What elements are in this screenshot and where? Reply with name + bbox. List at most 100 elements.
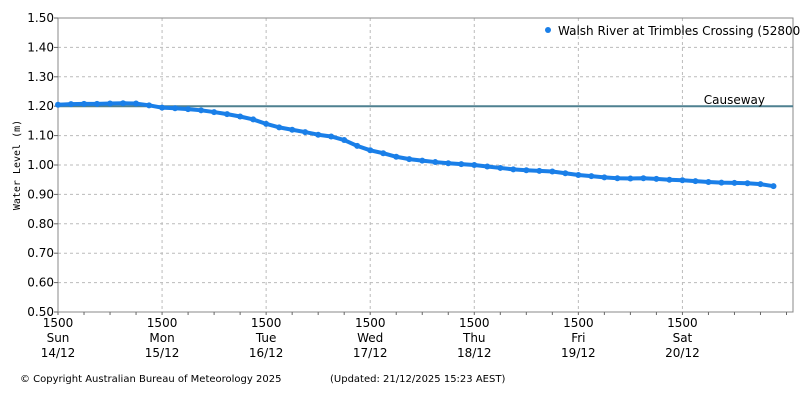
data-point <box>211 109 218 116</box>
data-point <box>185 106 192 113</box>
x-tick-label: Sun <box>47 331 70 345</box>
data-point <box>458 161 465 168</box>
data-point <box>419 157 426 164</box>
data-point <box>406 156 413 163</box>
x-tick-label: Thu <box>462 331 486 345</box>
data-point <box>263 120 270 127</box>
data-point <box>328 133 335 140</box>
x-tick-label: 18/12 <box>457 346 492 360</box>
y-axis: 0.50 0.60 0.70 0.80 0.90 1.00 1.10 1.20 1.30 1.40… <box>27 11 58 319</box>
data-point <box>55 101 61 108</box>
data-point <box>159 104 166 111</box>
data-point <box>614 175 621 182</box>
x-tick-label: 17/12 <box>353 346 388 360</box>
data-point <box>120 100 127 107</box>
x-tick-label: 15/12 <box>145 346 180 360</box>
y-tick-label: 1.50 <box>27 11 54 25</box>
x-tick-label: Sat <box>673 331 693 345</box>
data-point <box>354 142 361 149</box>
data-point <box>627 175 634 182</box>
x-tick-label: 1500 <box>251 316 282 330</box>
data-point <box>484 163 491 170</box>
data-point <box>367 147 374 154</box>
x-tick-label: Fri <box>571 331 585 345</box>
copyright: © Copyright Australian Bureau of Meteoro… <box>20 374 282 385</box>
reference-lines: Causeway <box>58 93 793 108</box>
legend-marker <box>545 27 551 33</box>
x-tick-label: 1500 <box>147 316 178 330</box>
data-point <box>146 102 153 109</box>
grid <box>57 17 793 313</box>
data-point <box>536 167 543 174</box>
x-tick-label: 1500 <box>43 316 74 330</box>
data-point <box>172 105 179 112</box>
data-point <box>302 129 309 136</box>
x-tick-label: 1500 <box>563 316 594 330</box>
data-point <box>666 176 673 183</box>
y-axis-label: Water Level (m) <box>12 120 23 210</box>
data-point <box>757 181 764 188</box>
data-point <box>640 175 647 182</box>
x-tick-label: 14/12 <box>41 346 76 360</box>
y-tick-label: 1.10 <box>27 129 54 143</box>
data-point <box>237 113 244 120</box>
data-point <box>471 162 478 168</box>
data-point <box>744 180 751 187</box>
x-tick-label: 16/12 <box>249 346 284 360</box>
data-point <box>510 166 517 173</box>
data-point <box>523 167 530 174</box>
data-point <box>718 179 725 186</box>
y-tick-label: 1.20 <box>27 99 54 113</box>
data-point <box>133 100 140 107</box>
x-tick-label: 1500 <box>355 316 386 330</box>
data-point <box>445 160 452 167</box>
data-point <box>341 137 348 144</box>
x-tick-label: Tue <box>255 331 277 345</box>
data-point <box>679 177 686 184</box>
updated-time: (Updated: 21/12/2025 15:23 AEST) <box>330 374 506 385</box>
legend: Walsh River at Trimbles Crossing (528003… <box>545 24 800 38</box>
data-point <box>588 173 595 180</box>
x-tick-label: 1500 <box>459 316 490 330</box>
data-point <box>289 126 296 133</box>
causeway-label: Causeway <box>704 93 765 107</box>
y-tick-label: 0.50 <box>27 305 54 319</box>
data-point <box>562 170 569 177</box>
x-tick-label: 19/12 <box>561 346 596 360</box>
y-tick-label: 0.90 <box>27 187 54 201</box>
x-tick-label: Mon <box>149 331 174 345</box>
y-tick-label: 0.80 <box>27 217 54 231</box>
data-point <box>705 179 712 186</box>
y-tick-label: 1.00 <box>27 158 54 172</box>
data-point <box>601 174 608 181</box>
x-tick-label: Wed <box>357 331 383 345</box>
data-point <box>653 175 660 182</box>
data-point <box>575 171 582 178</box>
data-point <box>380 150 387 157</box>
data-point <box>224 111 231 118</box>
data-point <box>393 153 400 160</box>
data-point <box>731 179 738 186</box>
data-point <box>250 116 257 123</box>
data-point <box>276 124 283 131</box>
data-point <box>692 178 699 185</box>
data-point <box>549 168 556 175</box>
data-point <box>315 131 322 138</box>
y-tick-label: 1.30 <box>27 70 54 84</box>
data-point <box>107 100 114 107</box>
y-tick-label: 1.40 <box>27 40 54 54</box>
data-point <box>81 100 88 107</box>
data-point <box>68 101 75 108</box>
data-point <box>198 107 205 114</box>
y-tick-label: 0.70 <box>27 246 54 260</box>
x-tick-label: 20/12 <box>665 346 700 360</box>
data-point <box>497 164 504 171</box>
data-point <box>432 159 439 166</box>
x-axis: 1500Sun14/121500Mon15/121500Tue16/121500… <box>41 312 787 360</box>
data-point <box>770 183 777 190</box>
series-line <box>57 101 774 189</box>
series <box>55 100 777 190</box>
legend-label: Walsh River at Trimbles Crossing (528003… <box>558 24 800 38</box>
y-tick-label: 0.60 <box>27 276 54 290</box>
